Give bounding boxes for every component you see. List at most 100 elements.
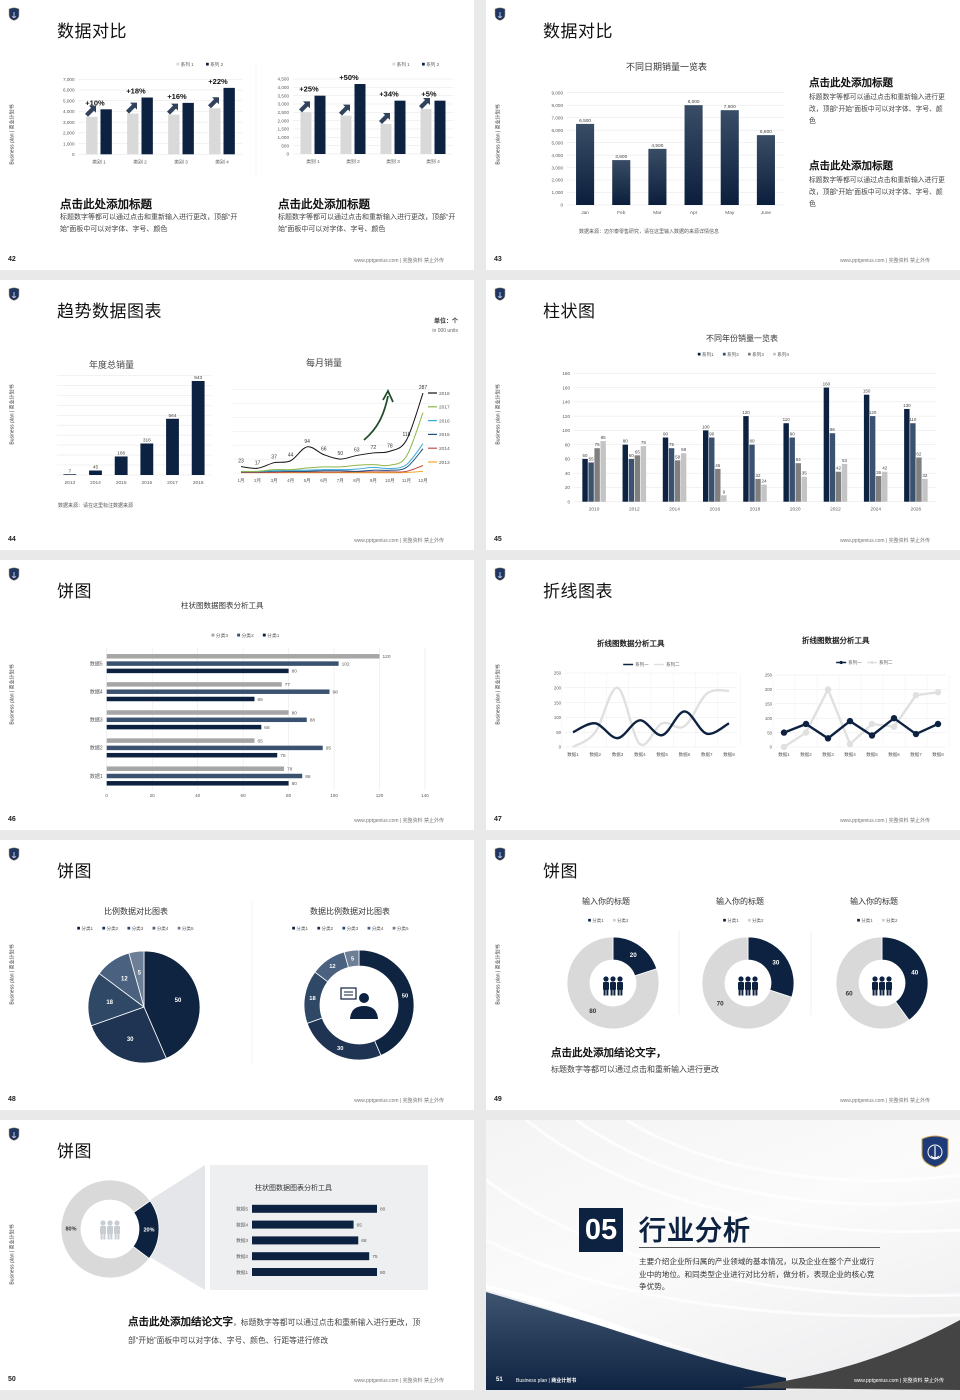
gray-swoosh [741, 1320, 960, 1390]
legend-label: 系列4 [777, 351, 789, 358]
data-label: 75 [669, 442, 675, 447]
data-label: 5 [351, 956, 355, 962]
x-tick-label: May [725, 210, 735, 216]
series-line [240, 443, 424, 473]
legend-swatch [857, 918, 860, 922]
legend-label: 系列 1 [181, 61, 194, 68]
white-swoosh [486, 1285, 806, 1378]
page-number: 46 [8, 816, 16, 823]
bar [703, 430, 709, 502]
people-group-icon [603, 976, 623, 996]
data-label: 118 [402, 432, 410, 438]
emblem-logo-icon [494, 287, 506, 301]
slide-47[interactable]: 0 50 100 150 200 250 数据1 数据2 数据3 数据4 数据5 数据6 数据7 数据8 系… [486, 560, 960, 830]
bar [680, 453, 687, 502]
legend-swatch [206, 62, 209, 66]
legend-label: 分类2 [617, 917, 629, 924]
bar [182, 102, 194, 155]
data-label: 98 [333, 690, 339, 696]
bar [721, 495, 727, 502]
footer-text: www.pptgenius.com | 完整资料 禁止外传 [840, 538, 930, 544]
x-tick-label: 类别 3 [174, 158, 188, 165]
data-label: 42 [882, 466, 888, 471]
y-tick-label: 4,500 [278, 77, 290, 82]
slide-44[interactable]: 2013 7 2014 45 2015 186 2016 316 2017 564 2018 943 1… [0, 280, 474, 550]
slide-48[interactable]: 分类1 分类2 分类3 分类4 分类5 分类1 分类2 分类3 分类4 分类5 50 30 18 12 5 5… [0, 840, 474, 1110]
legend-swatch [317, 926, 321, 930]
data-label: 40 [911, 969, 919, 976]
y-tick-label: 0 [72, 152, 75, 157]
x-tick-label: 2018 [750, 507, 761, 513]
legend-swatch [588, 918, 591, 922]
bar [63, 474, 77, 475]
pie-slice [306, 1017, 382, 1061]
conclusion-text: 点击此处添加结论文字，标题数字等都可以通过点击和重新输入进行更改，顶部“开始”面… [128, 1313, 433, 1350]
person-leg [603, 989, 606, 996]
legend-label: 分类1 [296, 925, 308, 932]
x-tick-label: Mar [653, 210, 662, 216]
x-tick-label: 2014 [90, 480, 101, 486]
data-label: 78 [641, 440, 647, 445]
legend-swatch [152, 926, 156, 930]
bar [106, 710, 289, 715]
growth-label: +10% [85, 98, 105, 107]
side-brand-text: Business plan | 商业计划书 [495, 664, 502, 725]
data-marker [868, 732, 876, 739]
slide-45[interactable]: 系列1 系列2 系列3 系列4 0 20 40 60 80 100 120 140 160 180 2010… [486, 280, 960, 550]
y-tick-label: 8,000 [552, 103, 564, 108]
y-tick-label: 200 [765, 687, 773, 692]
bar [904, 408, 910, 502]
y-tick-label: 数据2 [236, 1253, 248, 1260]
emblem-logo-icon [494, 847, 506, 861]
person-leg [745, 989, 748, 996]
slide-50[interactable]: 80% 20% 数据1 80 数据2 75 数据3 68 数据4 65 数据5 80 饼图 柱状图数据… [0, 1120, 474, 1390]
footer-text: www.pptgenius.com | 完整资料 禁止外传 [840, 1098, 930, 1104]
x-tick-label: 1月 [237, 478, 244, 484]
emblem-logo-icon [8, 567, 20, 581]
growth-arrow-icon [419, 98, 430, 109]
slide-42[interactable]: 0 1,000 2,000 3,000 4,000 5,000 6,000 7,000 类别 1… [0, 0, 474, 270]
data-label: 18 [106, 1000, 113, 1006]
slide-49[interactable]: 分类1 分类2 20 80 分类1 分类2 30 70 分类1 分类2 40 60 饼图 输入你的标题… [486, 840, 960, 1110]
y-tick-label: 2,500 [278, 110, 290, 115]
bar [709, 437, 715, 502]
legend-label: 分类1 [81, 925, 93, 932]
bar [314, 95, 326, 154]
conclusion-body: ，标题数字等都可以通过点击和重新输入进行更改，顶部“开始”面板中可以对字体、字号… [128, 1318, 421, 1345]
y-tick-label: 3,500 [278, 93, 290, 98]
person-leg [752, 989, 755, 996]
legend-label: 分类5 [182, 925, 194, 932]
data-label: 150 [863, 389, 871, 394]
bar [141, 97, 153, 155]
person-body [745, 982, 751, 990]
page-number: 48 [8, 1096, 16, 1103]
slide-43[interactable]: 0 1,000 2,000 3,000 4,000 5,000 6,000 7,000 8,00… [486, 0, 960, 270]
data-label: 8,000 [688, 99, 700, 105]
person-head [107, 1220, 113, 1226]
data-marker [868, 720, 876, 728]
person-head [603, 976, 609, 982]
footer-text: www.pptgenius.com | 完整资料 禁止外传 [854, 1378, 944, 1384]
data-label: 90 [709, 432, 715, 437]
person-body [100, 1226, 106, 1234]
bar [89, 470, 102, 475]
footer-text: www.pptgenius.com | 完整资料 禁止外传 [840, 258, 930, 264]
page-number: 51 [496, 1377, 503, 1383]
legend-swatch [392, 926, 396, 930]
slide-46[interactable]: 分类3 分类2 分类1 0 20 40 60 80 100 120 140 数据1 78 86 80 数据2 6… [0, 560, 474, 830]
bar [209, 108, 221, 155]
bar [252, 1204, 377, 1213]
legend-marker [870, 660, 874, 665]
person-leg [606, 989, 609, 996]
y-tick-label: 160 [562, 385, 570, 390]
legend-swatch [127, 926, 131, 930]
x-tick-label: 20 [150, 793, 156, 798]
slide-51-section-cover[interactable]: 05 行业分析 主要介绍企业所归属的产业领域的基本情况，以及企业在整个产业或行业… [486, 1120, 960, 1390]
person-body [872, 982, 878, 990]
people-group-icon [872, 976, 892, 996]
emblem-logo-icon [8, 287, 20, 301]
cover-background [486, 1120, 960, 1390]
bar [252, 1236, 359, 1245]
x-tick-label: 数据4 [844, 751, 856, 758]
data-label: 44 [288, 453, 294, 459]
